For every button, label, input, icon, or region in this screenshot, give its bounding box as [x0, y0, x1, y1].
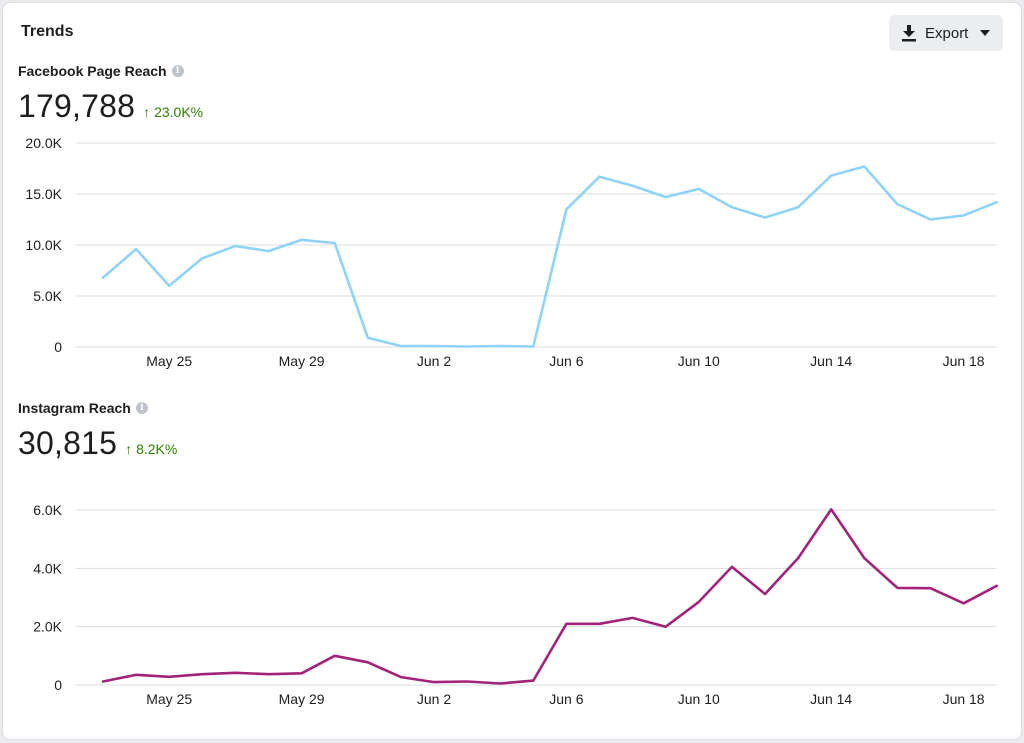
download-icon	[902, 25, 916, 42]
y-tick-label: 5.0K	[33, 288, 62, 304]
instagram-reach-label-text: Instagram Reach	[18, 400, 131, 416]
facebook-reach-label-text: Facebook Page Reach	[18, 63, 167, 79]
instagram-reach-label: Instagram Reach i	[18, 400, 148, 416]
arrow-up-icon: ↑	[143, 104, 151, 120]
instagram-reach-delta: ↑ 8.2K%	[125, 441, 177, 457]
facebook-series-line	[101, 165, 999, 348]
export-button[interactable]: Export	[889, 15, 1003, 51]
instagram-series-line	[101, 508, 999, 685]
y-tick-label: 10.0K	[25, 237, 62, 253]
x-tick-label: May 25	[146, 353, 192, 369]
x-tick-label: Jun 10	[678, 691, 720, 707]
arrow-up-icon: ↑	[125, 441, 133, 457]
x-tick-label: Jun 2	[417, 691, 451, 707]
x-tick-label: Jun 14	[810, 691, 852, 707]
x-tick-label: Jun 6	[549, 691, 583, 707]
y-tick-label: 0	[54, 677, 62, 693]
x-tick-label: Jun 10	[678, 353, 720, 369]
facebook-reach-delta-text: 23.0K%	[154, 104, 204, 120]
instagram-reach-delta-text: 8.2K%	[136, 441, 178, 457]
x-tick-label: May 29	[279, 691, 325, 707]
facebook-reach-value: 179,788 ↑ 23.0K%	[18, 88, 203, 125]
x-tick-label: May 25	[146, 691, 192, 707]
instagram-reach-number: 30,815	[18, 425, 118, 461]
x-tick-label: Jun 18	[943, 353, 985, 369]
y-tick-label: 6.0K	[33, 502, 62, 518]
facebook-reach-number: 179,788	[18, 88, 136, 124]
y-tick-label: 0	[54, 339, 62, 355]
x-tick-label: Jun 6	[549, 353, 583, 369]
export-label: Export	[925, 24, 969, 42]
facebook-reach-delta: ↑ 23.0K%	[143, 104, 203, 120]
card-title: Trends	[21, 23, 74, 40]
y-tick-label: 2.0K	[33, 619, 62, 635]
x-tick-label: Jun 14	[810, 353, 852, 369]
info-icon[interactable]: i	[135, 402, 148, 414]
facebook-reach-label: Facebook Page Reach i	[18, 63, 184, 79]
info-icon[interactable]: i	[171, 65, 184, 77]
instagram-reach-value: 30,815 ↑ 8.2K%	[18, 425, 177, 462]
chevron-down-icon	[980, 30, 991, 36]
y-tick-label: 4.0K	[33, 560, 62, 576]
y-tick-label: 20.0K	[25, 135, 62, 151]
x-tick-label: May 29	[279, 353, 325, 369]
x-tick-label: Jun 2	[417, 353, 451, 369]
y-tick-label: 15.0K	[25, 186, 62, 202]
x-tick-label: Jun 18	[943, 691, 985, 707]
